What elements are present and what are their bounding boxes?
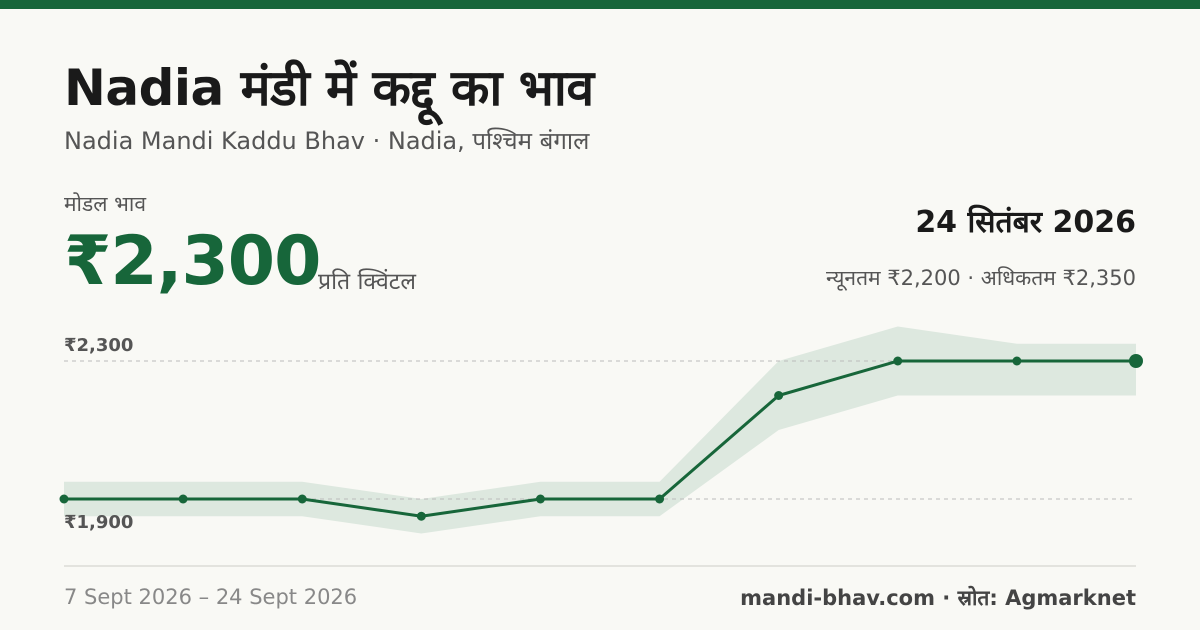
data-points <box>59 354 1143 521</box>
data-point <box>535 494 545 504</box>
y-label-top: ₹2,300 <box>64 335 133 356</box>
data-point <box>59 494 69 504</box>
latest-data-point <box>1129 354 1143 368</box>
data-point <box>893 356 903 366</box>
date-range: 7 Sept 2026 – 24 Sept 2026 <box>64 585 358 609</box>
min-max-price: न्यूनतम ₹2,200 · अधिकतम ₹2,350 <box>826 266 1136 290</box>
source-credit: mandi-bhav.com · स्रोत: Agmarknet <box>740 586 1136 610</box>
modal-price-line <box>64 359 1136 518</box>
modal-price-label: मोडल भाव <box>64 192 147 216</box>
top-accent-bar <box>0 0 1200 9</box>
y-label-bottom: ₹1,900 <box>64 512 133 533</box>
data-point <box>297 494 307 504</box>
page-subtitle: Nadia Mandi Kaddu Bhav · Nadia, पश्चिम ब… <box>64 127 590 155</box>
min-max-band <box>64 326 1136 534</box>
price-unit: प्रति क्विंटल <box>318 269 416 295</box>
page-title: Nadia मंडी में कद्दू का भाव <box>64 59 594 117</box>
price-date: 24 सितंबर 2026 <box>915 205 1136 240</box>
data-point <box>178 494 188 504</box>
data-point <box>416 511 426 521</box>
modal-price-value: ₹2,300 <box>64 222 321 301</box>
data-point <box>774 391 784 400</box>
data-point <box>1012 356 1022 366</box>
data-point <box>655 494 665 504</box>
